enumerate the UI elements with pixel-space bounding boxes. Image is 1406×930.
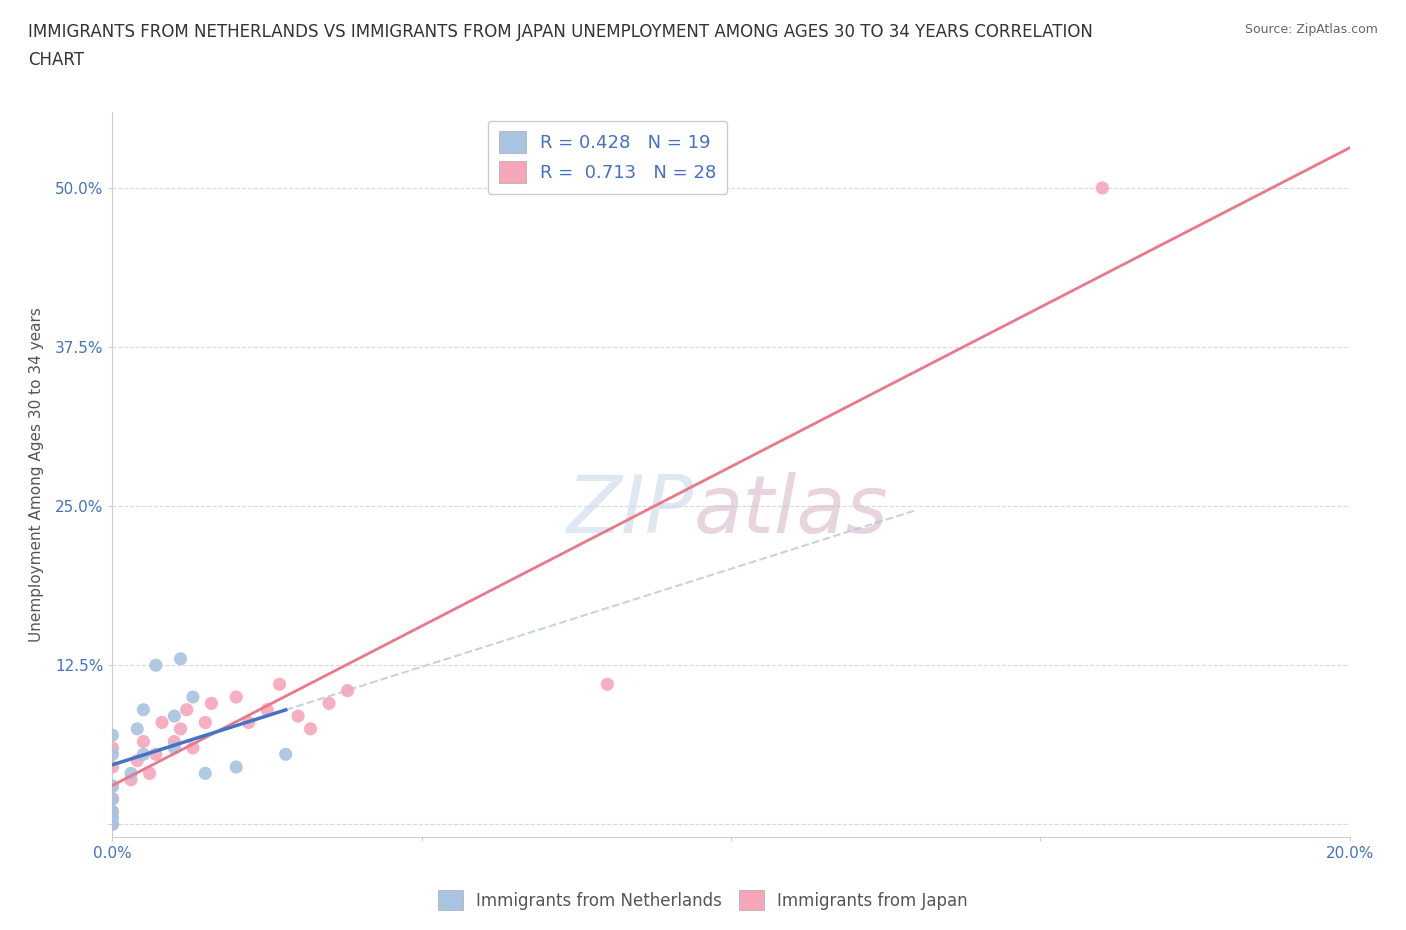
Point — [225, 760, 247, 775]
Point — [238, 715, 260, 730]
Point — [101, 817, 124, 831]
Legend: R = 0.428   N = 19, R =  0.713   N = 28: R = 0.428 N = 19, R = 0.713 N = 28 — [488, 121, 727, 193]
Point — [256, 702, 278, 717]
Point — [101, 740, 124, 755]
Text: IMMIGRANTS FROM NETHERLANDS VS IMMIGRANTS FROM JAPAN UNEMPLOYMENT AMONG AGES 30 : IMMIGRANTS FROM NETHERLANDS VS IMMIGRANT… — [28, 23, 1092, 41]
Point — [101, 791, 124, 806]
Point — [318, 696, 340, 711]
Text: Source: ZipAtlas.com: Source: ZipAtlas.com — [1244, 23, 1378, 36]
Text: CHART: CHART — [28, 51, 84, 69]
Point — [163, 734, 186, 749]
Point — [101, 804, 124, 819]
Point — [101, 778, 124, 793]
Point — [138, 766, 160, 781]
Point — [181, 740, 204, 755]
Point — [1091, 180, 1114, 195]
Point — [336, 684, 359, 698]
Point — [163, 709, 186, 724]
Point — [596, 677, 619, 692]
Text: ZIP: ZIP — [567, 472, 695, 550]
Point — [132, 734, 155, 749]
Point — [145, 747, 167, 762]
Point — [274, 747, 297, 762]
Point — [269, 677, 291, 692]
Point — [120, 766, 142, 781]
Point — [101, 804, 124, 819]
Text: atlas: atlas — [695, 472, 889, 550]
Point — [150, 715, 173, 730]
Point — [101, 810, 124, 825]
Point — [120, 772, 142, 787]
Point — [299, 722, 322, 737]
Point — [181, 689, 204, 704]
Point — [163, 740, 186, 755]
Y-axis label: Unemployment Among Ages 30 to 34 years: Unemployment Among Ages 30 to 34 years — [30, 307, 44, 642]
Point — [225, 689, 247, 704]
Point — [101, 778, 124, 793]
Point — [132, 747, 155, 762]
Point — [127, 753, 149, 768]
Point — [176, 702, 198, 717]
Point — [101, 760, 124, 775]
Point — [194, 715, 217, 730]
Point — [101, 791, 124, 806]
Point — [145, 658, 167, 672]
Point — [101, 817, 124, 831]
Point — [169, 722, 191, 737]
Legend: Immigrants from Netherlands, Immigrants from Japan: Immigrants from Netherlands, Immigrants … — [432, 884, 974, 917]
Point — [200, 696, 222, 711]
Point — [101, 728, 124, 743]
Point — [132, 702, 155, 717]
Point — [127, 722, 149, 737]
Point — [101, 747, 124, 762]
Point — [194, 766, 217, 781]
Point — [169, 651, 191, 666]
Point — [287, 709, 309, 724]
